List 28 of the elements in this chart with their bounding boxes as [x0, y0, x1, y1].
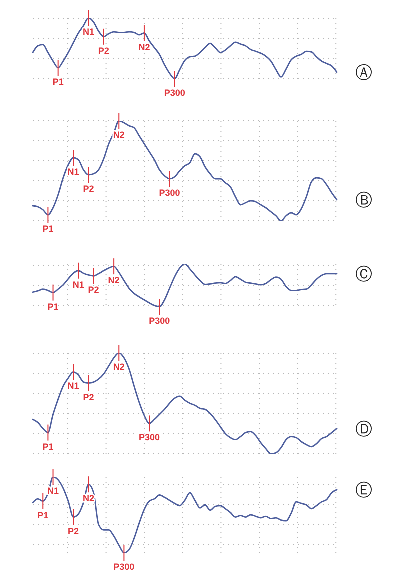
annotation: N2: [108, 276, 120, 286]
annotation: P2: [98, 46, 110, 56]
annotation: N1: [82, 27, 94, 37]
annotation: N1: [68, 167, 80, 177]
annotation: P1: [52, 77, 64, 88]
annotation: P2: [88, 285, 100, 296]
annotation: P300: [149, 316, 170, 326]
annotation: P300: [114, 562, 135, 572]
annotation: N2: [138, 42, 150, 52]
annotation: P2: [83, 184, 94, 194]
annotation: P300: [159, 188, 180, 198]
text: Ⓒ: [356, 264, 372, 285]
text: Ⓐ: [356, 63, 372, 84]
text: Ⓓ: [356, 420, 372, 440]
annotation: P2: [68, 526, 80, 536]
annotation: N2: [113, 130, 125, 140]
annotation: N1: [72, 280, 84, 290]
annotation: P2: [83, 392, 94, 402]
annotation: P1: [38, 510, 49, 520]
annotation: N2: [113, 362, 125, 372]
text: Ⓑ: [356, 191, 372, 211]
annotation: N1: [68, 381, 80, 392]
annotation: P1: [42, 442, 54, 452]
text: Ⓔ: [356, 480, 372, 501]
annotation: P300: [164, 88, 186, 98]
annotation: P1: [48, 302, 59, 312]
annotation: P300: [139, 432, 160, 443]
annotation: P1: [42, 224, 54, 234]
